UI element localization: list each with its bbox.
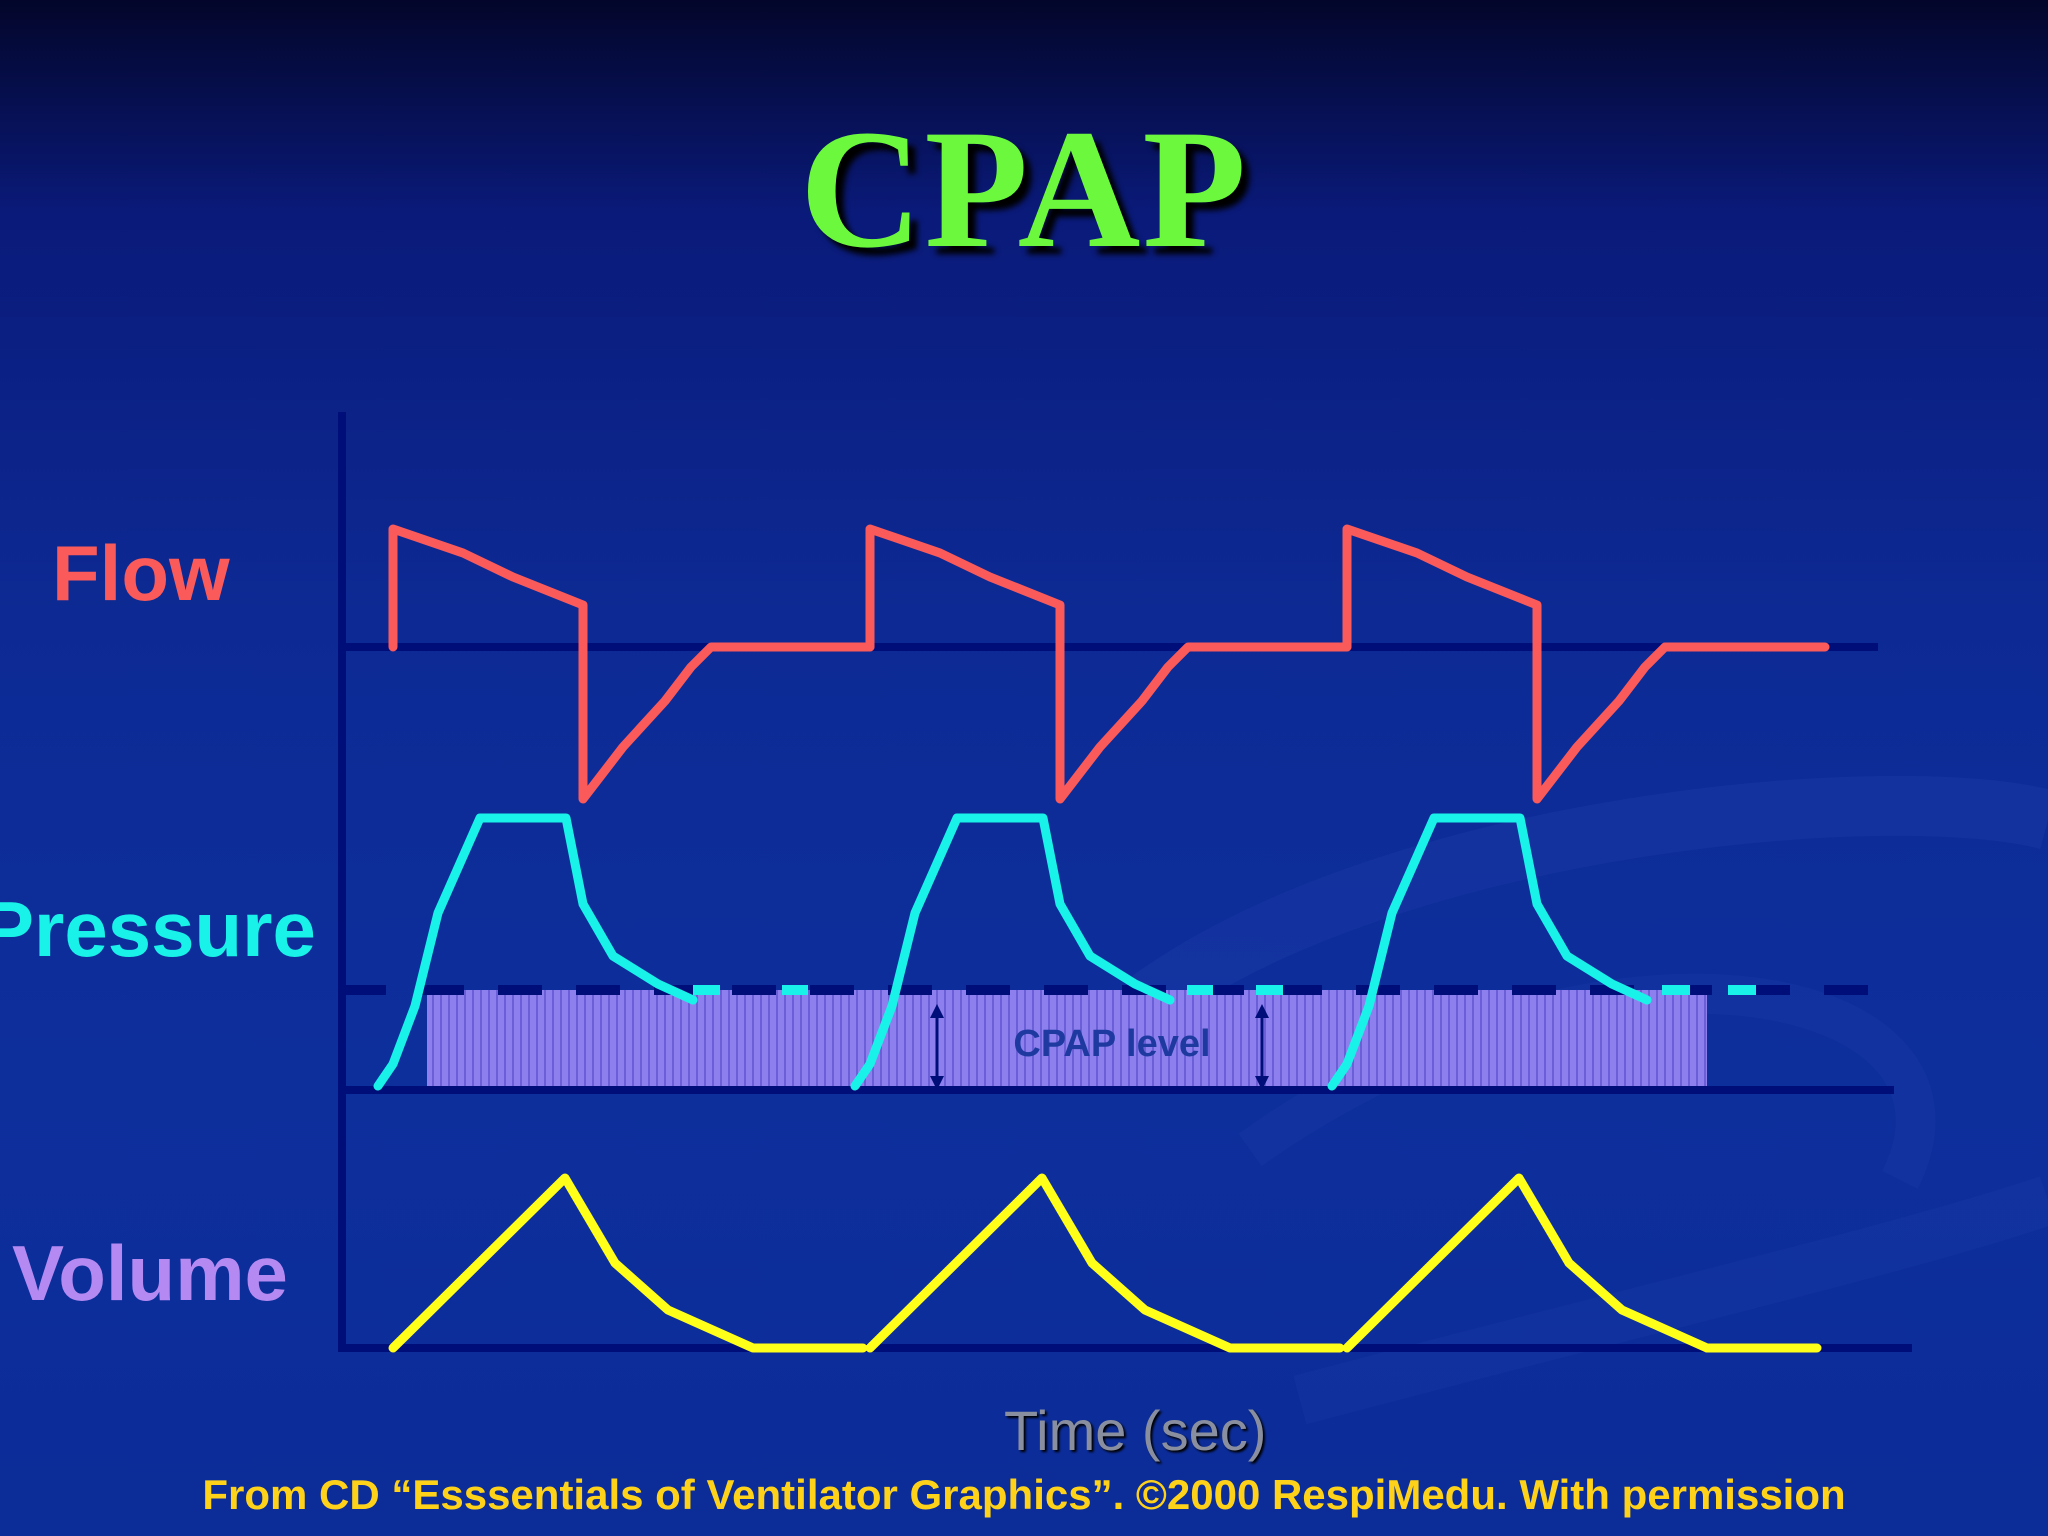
flow-label: Flow xyxy=(52,529,230,617)
cpap-level-arrowhead-up-1 xyxy=(930,1004,944,1018)
slide-title: CPAP xyxy=(799,95,1249,283)
flow-waveform-breath-1 xyxy=(388,524,875,804)
cpap-level-band xyxy=(427,990,1707,1087)
pressure-waveform-breath-3 xyxy=(1327,813,1652,1091)
volume-waveform-breath-3 xyxy=(1342,1173,1822,1353)
pressure-waveform-breath-1 xyxy=(373,813,698,1091)
time-axis-label: Time (sec) xyxy=(1004,1399,1267,1462)
pressure-label: Pressure xyxy=(0,885,316,973)
volume-waveform-breath-1 xyxy=(388,1173,868,1353)
volume-label: Volume xyxy=(12,1229,288,1317)
cpap-level-label: CPAP level xyxy=(1013,1023,1210,1065)
cpap-level-arrowhead-up-2 xyxy=(1255,1004,1269,1018)
cpap-level-arrowhead-down-1 xyxy=(930,1076,944,1090)
flow-waveform-breath-2 xyxy=(865,524,1352,804)
flow-waveform-breath-3 xyxy=(1342,524,1829,804)
pressure-waveform-breath-2 xyxy=(850,813,1175,1091)
volume-waveform-breath-2 xyxy=(865,1173,1345,1353)
cpap-level-arrowhead-down-2 xyxy=(1255,1076,1269,1090)
footer-credit: From CD “Esssentials of Ventilator Graph… xyxy=(202,1471,1846,1518)
